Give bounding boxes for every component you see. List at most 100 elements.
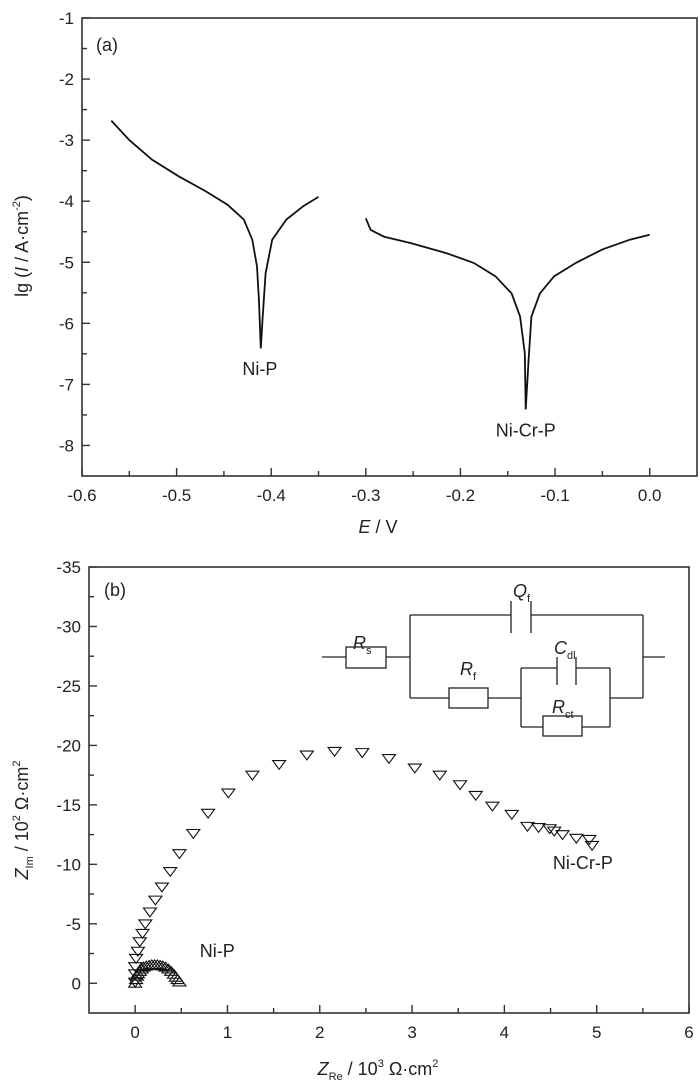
capacitor-cdl	[556, 657, 577, 685]
data-point-triangle-down	[354, 748, 370, 759]
data-point-triangle-down	[581, 834, 597, 846]
series-label-ni-p: Ni-P	[242, 359, 277, 379]
data-point-triangle-down	[137, 919, 153, 930]
y-axis-label-b: ZIm / 102 Ω·cm2	[11, 761, 36, 881]
y-tick-label: -4	[59, 192, 74, 211]
data-point-triangle-down	[134, 928, 151, 940]
circuit-label-rf: Rf	[460, 659, 477, 683]
y-tick-label: -3	[59, 131, 74, 150]
y-tick-label: -35	[56, 558, 81, 577]
y-tick-label: -8	[59, 436, 74, 455]
data-point-triangle-down	[127, 969, 143, 980]
data-point-triangle-down	[568, 833, 584, 844]
series-label-ni-cr-p: Ni-Cr-P	[496, 420, 556, 440]
data-point-triangle-down	[519, 821, 536, 833]
x-tick-label: 2	[315, 1023, 324, 1042]
x-axis-label-a: E / V	[358, 517, 397, 537]
data-point-triangle-down	[244, 770, 260, 781]
series-label-ni-p: Ni-P	[200, 941, 235, 961]
data-point-triangle-up	[141, 959, 157, 970]
equivalent-circuit-inset: Rs Qf Rf Cdl Rct	[322, 581, 665, 737]
curve-ni-cr-p	[364, 217, 650, 410]
x-tick-label: -0.5	[162, 486, 191, 505]
data-point-triangle-up	[160, 963, 176, 974]
panel-b-nyquist-chart: 0 1 2 3 4 5 6 -35 -30 -25 -20 -15 -10 -5 0 (b) Ni-P Ni…	[11, 558, 694, 1083]
resistor-rs	[345, 646, 387, 669]
y-tick-label: 0	[72, 974, 81, 993]
data-point-triangle-down	[271, 759, 287, 771]
capacitor-qf	[510, 601, 532, 633]
data-point-triangle-down	[542, 824, 558, 835]
data-point-triangle-down	[162, 867, 178, 878]
x-tick-label: -0.4	[257, 486, 286, 505]
circuit-wires	[322, 614, 665, 728]
circuit-label-rct: Rct	[552, 697, 574, 721]
x-tick-label: 1	[223, 1023, 232, 1042]
data-point-triangle-down	[132, 937, 148, 948]
data-point-triangle-down	[381, 754, 397, 765]
x-tick-label: 0.0	[638, 486, 662, 505]
data-point-triangle-down	[468, 790, 484, 802]
data-point-triangle-down	[546, 826, 562, 837]
series-label-ni-cr-p: Ni-Cr-P	[553, 853, 613, 873]
y-axis-label-a: lg (I / A·cm-2)	[11, 195, 32, 297]
panel-a-polarization-chart: -0.6 -0.5 -0.4 -0.3 -0.2 -0.1 0.0 -1 -2 -3 -4 -5 -6 -…	[11, 9, 698, 537]
y-tick-label: -1	[59, 9, 74, 28]
data-point-triangle-up	[128, 973, 144, 985]
y-tick-label: -2	[59, 70, 74, 89]
data-point-triangle-up	[158, 961, 174, 972]
plot-frame-b	[88, 566, 690, 1014]
data-point-triangle-down	[554, 830, 571, 841]
data-point-triangle-up	[138, 960, 154, 971]
data-point-triangle-down	[504, 809, 520, 821]
data-point-triangle-down	[584, 840, 600, 852]
data-point-triangle-up	[155, 960, 171, 971]
data-point-triangle-down	[185, 828, 201, 840]
y-tick-label: -25	[56, 677, 81, 696]
x-axis-label-b: ZRe / 103 Ω·cm2	[317, 1058, 439, 1083]
y-tick-label: -10	[56, 855, 81, 874]
panel-label-b: (b)	[104, 580, 126, 600]
data-point-triangle-down	[407, 763, 423, 774]
data-point-triangle-down	[299, 750, 315, 761]
data-point-triangle-down	[484, 801, 500, 812]
x-tick-label: -0.2	[446, 486, 475, 505]
data-point-triangle-down	[432, 770, 448, 781]
y-tick-label: -5	[66, 915, 81, 934]
x-tick-label: -0.1	[540, 486, 569, 505]
data-point-triangle-down	[530, 823, 547, 834]
x-tick-label: 3	[407, 1023, 416, 1042]
data-point-triangle-up	[171, 976, 188, 987]
data-point-triangle-down	[200, 808, 216, 819]
x-tick-label: 6	[684, 1023, 693, 1042]
data-point-triangle-down	[171, 849, 188, 860]
x-tick-label: 5	[592, 1023, 601, 1042]
x-tick-label: -0.3	[351, 486, 380, 505]
data-point-triangle-down	[154, 882, 170, 893]
x-tick-label: 4	[500, 1023, 509, 1042]
x-tick-label: -0.6	[67, 486, 96, 505]
data-point-triangle-down	[147, 895, 164, 906]
circuit-label-rs: Rs	[353, 633, 372, 657]
resistor-rct	[542, 715, 583, 737]
data-point-triangle-down	[130, 946, 146, 957]
y-tick-label: -6	[59, 314, 74, 333]
data-point-triangle-down	[128, 953, 144, 965]
series-ni-cr-p	[127, 746, 600, 988]
series-ni-p	[127, 959, 188, 988]
panel-label-a: (a)	[96, 35, 118, 55]
resistor-rf	[448, 687, 489, 709]
data-point-triangle-down	[326, 746, 343, 758]
y-tick-label: -7	[59, 375, 74, 394]
y-tick-label: -15	[56, 796, 81, 815]
data-point-triangle-down	[142, 907, 158, 918]
y-tick-label: -5	[59, 253, 74, 272]
data-point-triangle-down	[452, 780, 468, 791]
y-tick-label: -20	[56, 736, 81, 755]
data-point-triangle-down	[220, 788, 236, 799]
x-tick-label: 0	[130, 1023, 139, 1042]
circuit-label-qf: Qf	[513, 581, 531, 605]
curve-ni-p	[110, 119, 319, 349]
y-tick-label: -30	[56, 617, 81, 636]
